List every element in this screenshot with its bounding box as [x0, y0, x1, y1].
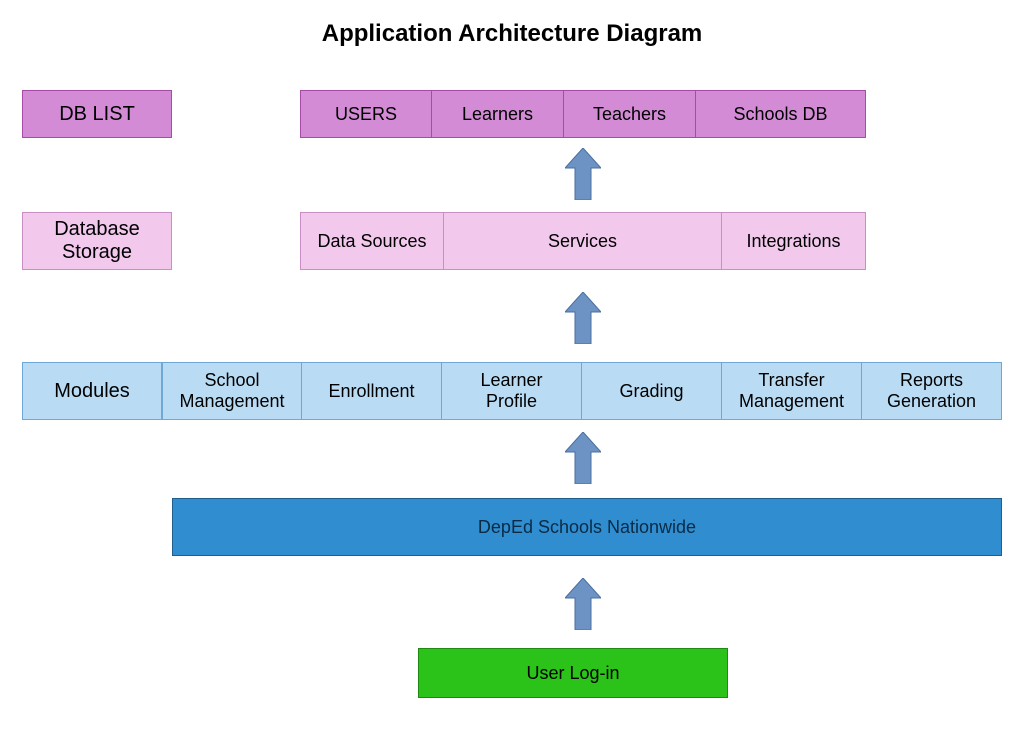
db-list-label: DB LIST [22, 90, 172, 138]
arrow-storage-to-db [565, 148, 601, 200]
db-storage-cell-2: Integrations [722, 212, 866, 270]
db-storage-label: Database Storage [22, 212, 172, 270]
db-storage-row: Data SourcesServicesIntegrations [300, 212, 866, 270]
db-storage-cell-1: Services [444, 212, 722, 270]
db-list-cell-1: Learners [432, 90, 564, 138]
deped-cell: DepEd Schools Nationwide [172, 498, 1002, 556]
modules-cell-0: School Management [162, 362, 302, 420]
modules-label: Modules [22, 362, 162, 420]
modules-row: School ManagementEnrollmentLearner Profi… [162, 362, 1002, 420]
diagram-title: Application Architecture Diagram [0, 20, 1024, 48]
login-cell: User Log-in [418, 648, 728, 698]
arrow-deped-to-modules [565, 432, 601, 484]
db-list-row: USERSLearnersTeachersSchools DB [300, 90, 866, 138]
modules-cell-2: Learner Profile [442, 362, 582, 420]
modules-cell-3: Grading [582, 362, 722, 420]
db-list-cell-0: USERS [300, 90, 432, 138]
db-storage-cell-0: Data Sources [300, 212, 444, 270]
db-list-cell-3: Schools DB [696, 90, 866, 138]
db-list-cell-2: Teachers [564, 90, 696, 138]
arrow-login-to-deped [565, 578, 601, 630]
modules-cell-1: Enrollment [302, 362, 442, 420]
modules-cell-5: Reports Generation [862, 362, 1002, 420]
modules-cell-4: Transfer Management [722, 362, 862, 420]
arrow-modules-to-storage [565, 292, 601, 344]
